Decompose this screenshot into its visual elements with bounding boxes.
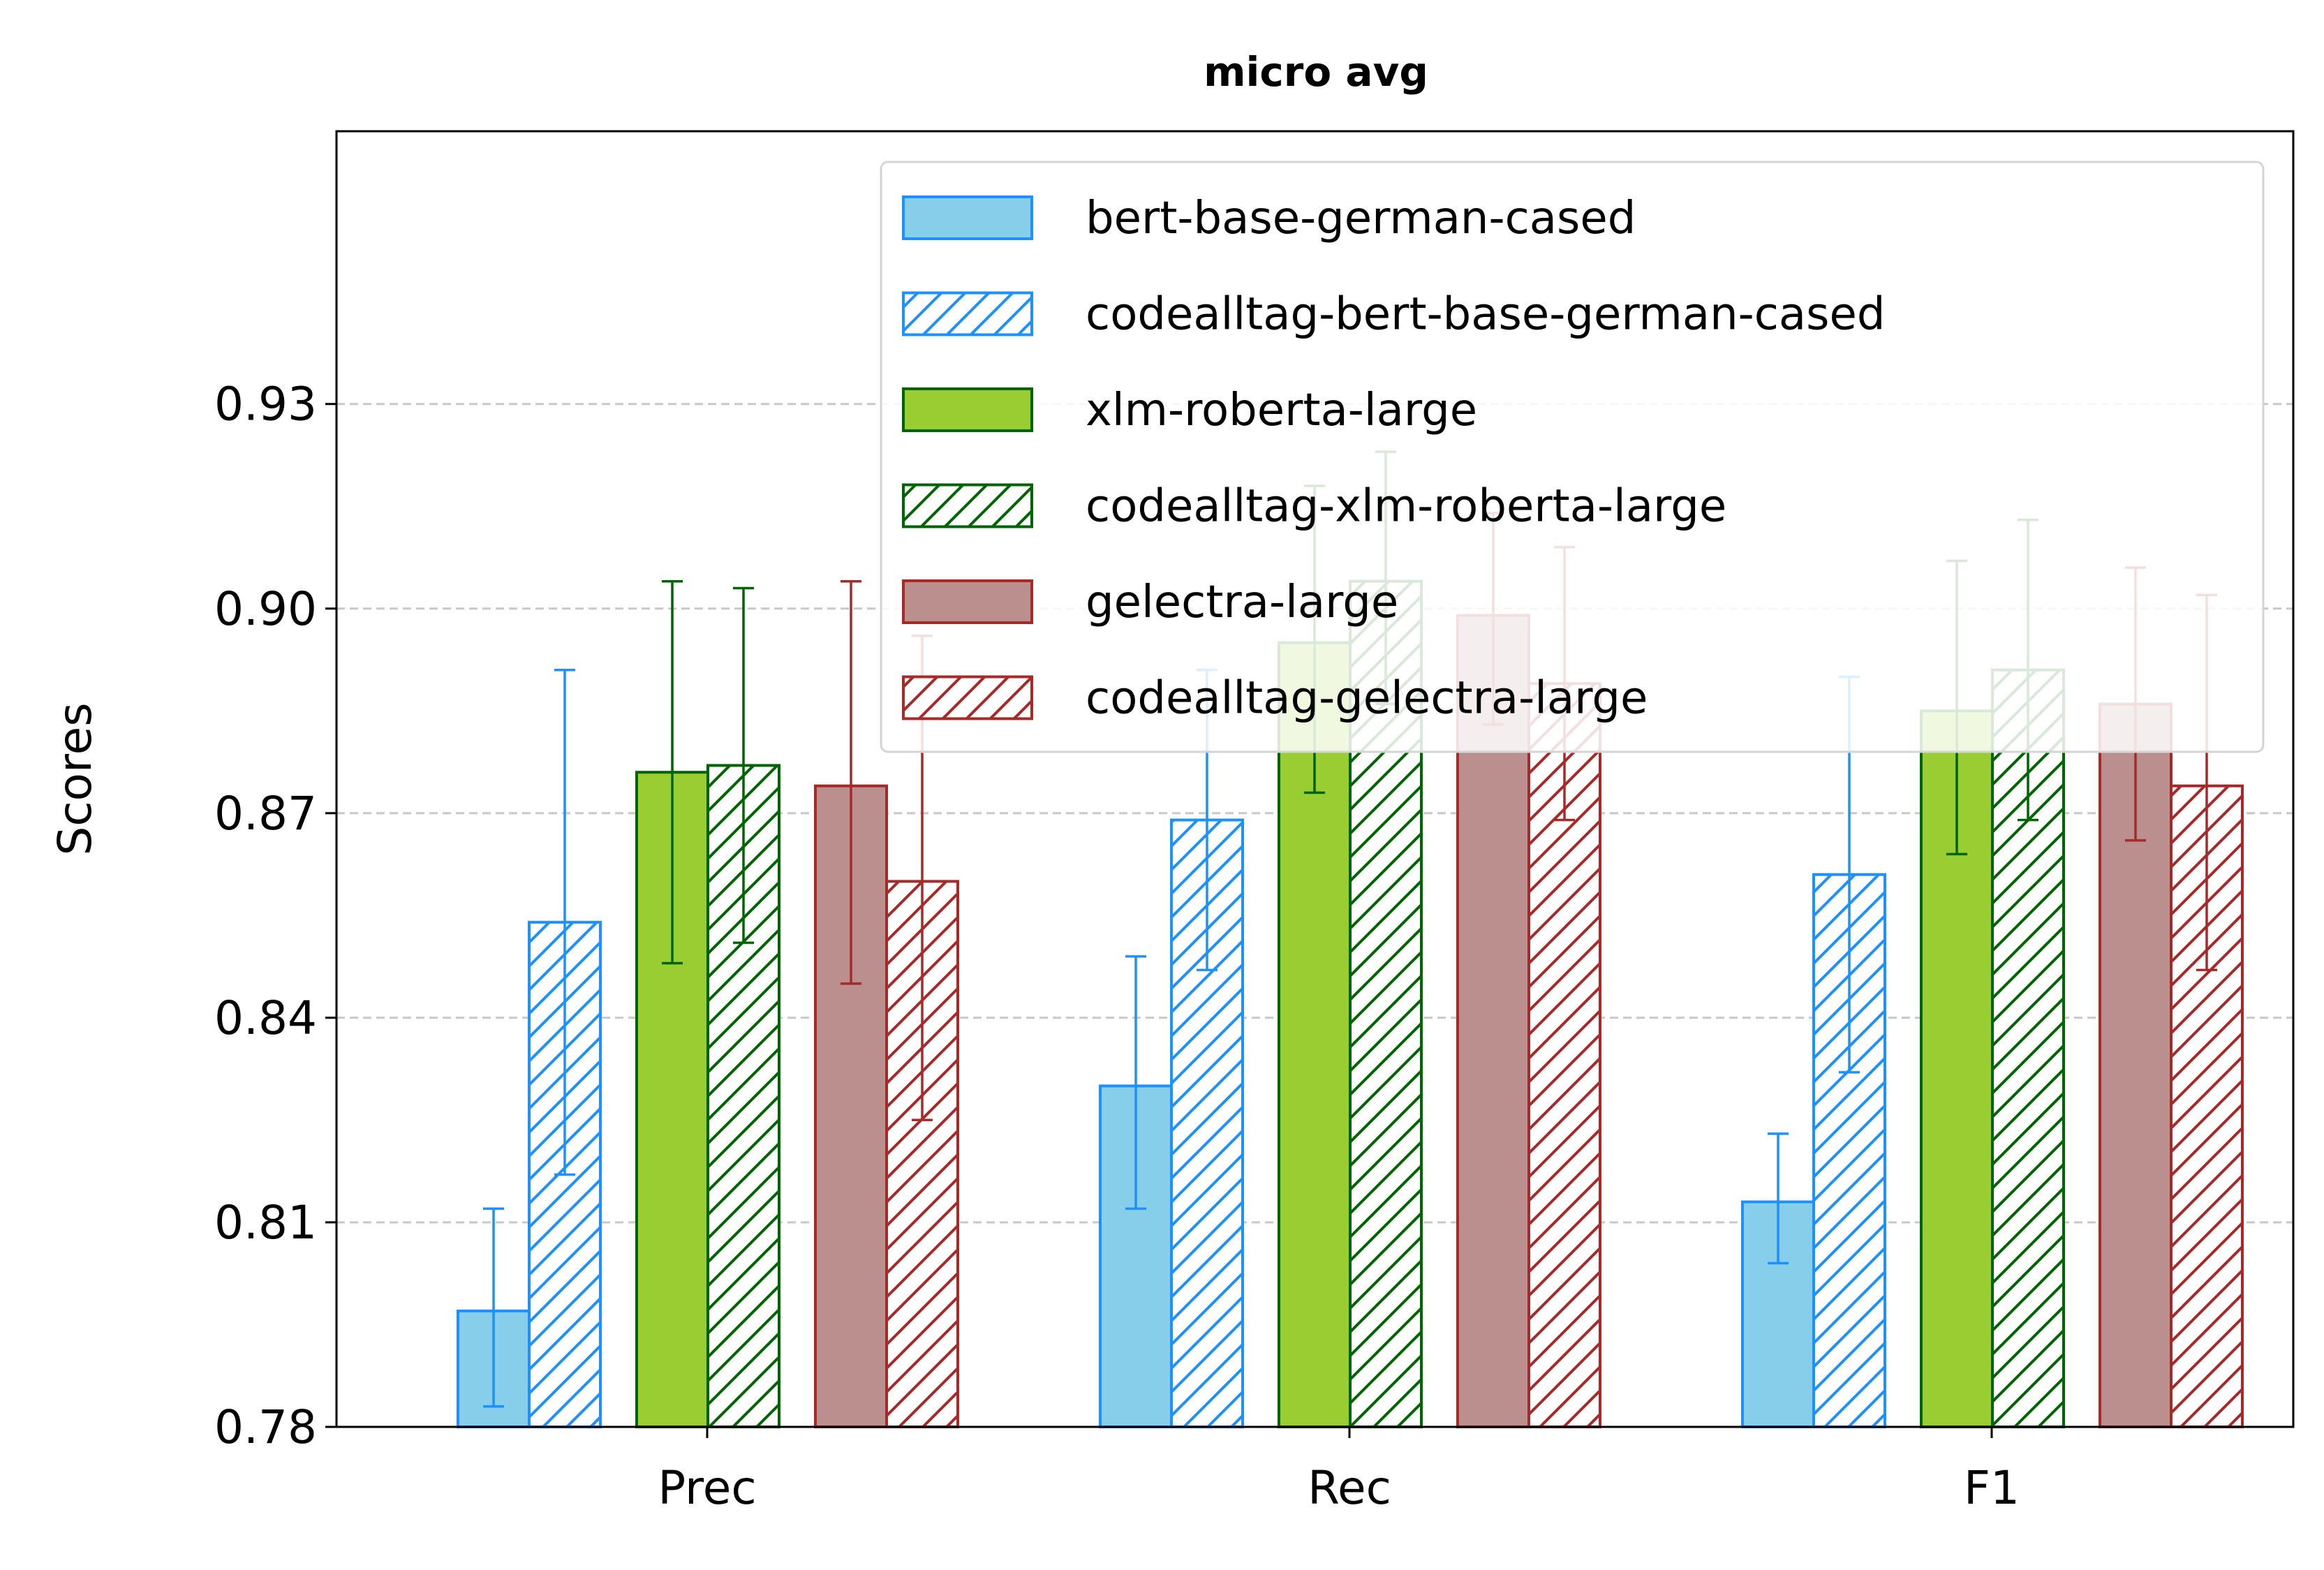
legend-label: codealltag-bert-base-german-cased <box>1086 289 1885 341</box>
legend-swatch <box>902 675 1033 720</box>
legend-swatch <box>902 195 1033 240</box>
y-tick-label: 0.78 <box>214 1400 317 1454</box>
y-tick-label: 0.87 <box>214 787 317 840</box>
legend-swatch <box>902 387 1033 432</box>
y-axis: 0.78 0.81 0.84 0.87 0.90 0.93 <box>214 378 336 1454</box>
y-tick-label: 0.93 <box>214 378 317 431</box>
legend-swatch <box>902 291 1033 336</box>
y-axis-title: Scores <box>48 702 102 855</box>
x-tick-label: Prec <box>658 1461 756 1515</box>
x-axis: Prec Rec F1 <box>658 1427 2020 1515</box>
legend-swatch <box>902 483 1033 528</box>
y-tick-label: 0.81 <box>214 1196 317 1250</box>
legend: bert-base-german-cased codealltag-bert-ba… <box>880 161 2265 753</box>
legend-label: gelectra-large <box>1086 577 1398 628</box>
legend-label: codealltag-gelectra-large <box>1086 673 1648 725</box>
y-tick-label: 0.90 <box>214 582 317 636</box>
legend-label: bert-base-german-cased <box>1086 193 1636 244</box>
legend-label: xlm-roberta-large <box>1086 385 1477 436</box>
legend-swatch <box>902 579 1033 624</box>
plot-frame <box>335 130 2295 1428</box>
chart-title: micro avg <box>1204 48 1428 96</box>
legend-frame <box>880 161 2265 753</box>
y-tick-label: 0.84 <box>214 991 317 1045</box>
legend-label: codealltag-xlm-roberta-large <box>1086 481 1726 533</box>
x-tick-label: Rec <box>1308 1461 1391 1515</box>
x-tick-label: F1 <box>1964 1461 2020 1515</box>
